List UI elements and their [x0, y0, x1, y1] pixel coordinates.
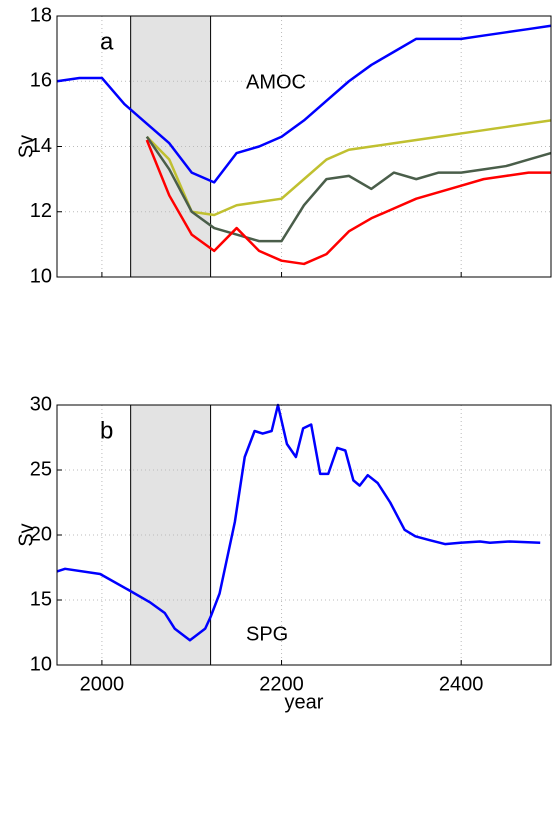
plot-frame — [56, 15, 552, 278]
y-tick-label: 14 — [30, 135, 52, 157]
y-tick-label: 10 — [30, 653, 52, 675]
series-line — [145, 139, 551, 266]
y-axis-label: Sv — [15, 135, 37, 158]
y-tick-label: 15 — [30, 588, 52, 610]
annotation: AMOC — [246, 71, 306, 93]
y-axis-label: Sv — [15, 523, 37, 546]
shaded-span — [130, 404, 212, 666]
series-line — [145, 119, 552, 217]
annotation: SPG — [246, 623, 288, 645]
series-line — [56, 403, 541, 642]
y-tick-label: 10 — [30, 265, 52, 287]
y-tick-label: 20 — [30, 523, 52, 545]
series-line — [56, 24, 552, 184]
y-tick-label: 30 — [30, 393, 52, 415]
x-tick-label: 2200 — [259, 673, 304, 695]
series-line — [145, 136, 552, 243]
x-tick-label: 2000 — [80, 673, 125, 695]
y-tick-label: 16 — [30, 70, 52, 92]
y-tick-label: 25 — [30, 458, 52, 480]
y-tick-label: 12 — [30, 200, 52, 222]
panel-label: a — [100, 28, 114, 55]
x-axis-label: year — [285, 691, 324, 713]
x-tick-label: 2400 — [439, 673, 484, 695]
panel-label: b — [100, 417, 113, 444]
plot-frame — [56, 404, 552, 666]
y-tick-label: 18 — [30, 4, 52, 26]
